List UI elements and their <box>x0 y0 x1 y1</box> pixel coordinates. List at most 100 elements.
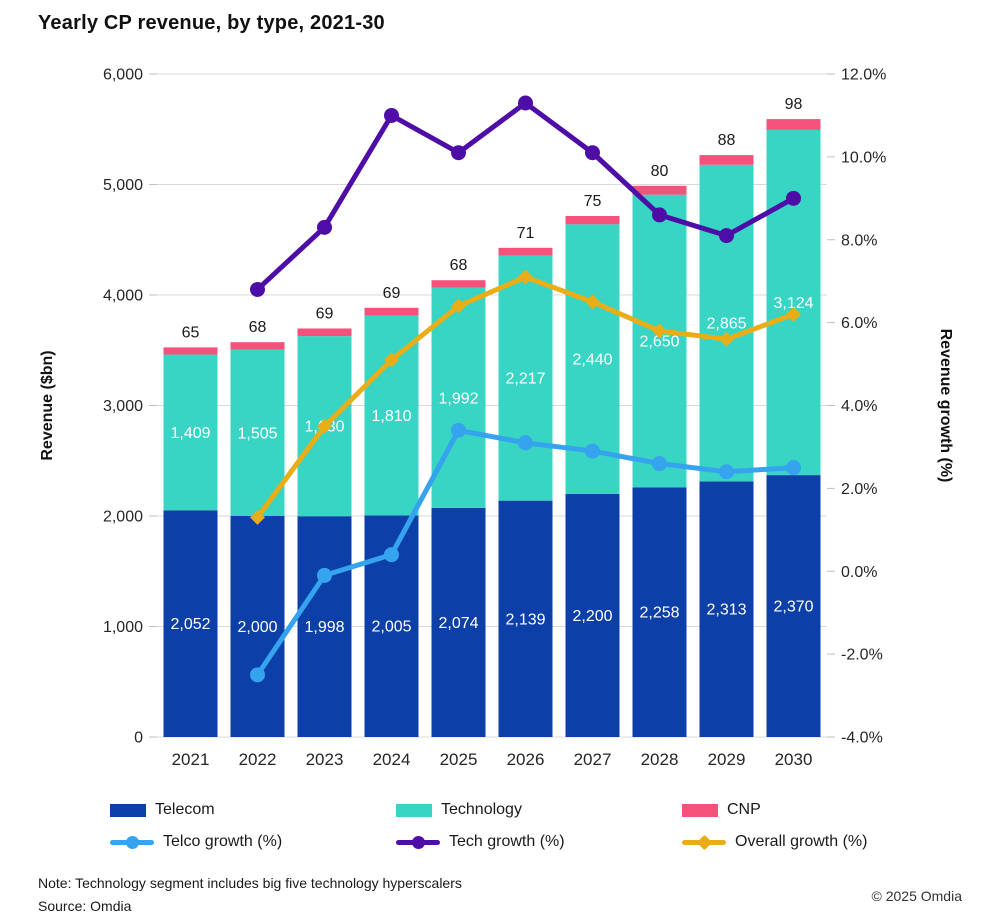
marker-circle <box>585 443 600 459</box>
y-right-tick-label: 12.0% <box>841 67 886 84</box>
chart-title: Yearly CP revenue, by type, 2021-30 <box>38 12 385 34</box>
note-text: Note: Technology segment includes big fi… <box>38 875 462 891</box>
y-left-axis-title: Revenue ($bn) <box>39 350 56 460</box>
marker-diamond <box>585 294 600 310</box>
legend-item-cnp: CNP <box>682 801 900 819</box>
bar-technology-2021 <box>163 354 218 511</box>
bar-cnp-2023 <box>297 328 352 337</box>
legend-label-cnp: CNP <box>727 801 761 818</box>
bar-label-telecom-2030: 2,370 <box>773 599 813 616</box>
bar-technology-2024 <box>364 315 419 516</box>
x-label-2027: 2027 <box>574 750 612 769</box>
telecom-swatch-icon <box>110 803 146 817</box>
marker-circle <box>250 667 265 683</box>
y-right-tick-label: -4.0% <box>841 730 883 747</box>
bar-label-technology-2022: 1,505 <box>237 425 277 442</box>
bar-label-technology-2026: 2,217 <box>505 371 545 388</box>
chart-legend: Telecom Technology CNP Telco growth (%) <box>110 794 900 858</box>
marker-circle <box>518 435 533 451</box>
bar-label-telecom-2029: 2,313 <box>706 602 746 619</box>
bar-label-technology-2027: 2,440 <box>572 352 612 369</box>
bar-label-cnp-2026: 71 <box>517 225 535 242</box>
x-label-2025: 2025 <box>440 750 478 769</box>
marker-diamond <box>652 323 667 339</box>
marker-circle <box>652 207 667 223</box>
marker-circle <box>451 145 466 161</box>
bar-telecom-2022 <box>230 516 285 737</box>
bar-label-technology-2028: 2,650 <box>639 334 679 351</box>
marker-circle <box>451 422 466 438</box>
bar-label-telecom-2025: 2,074 <box>438 615 478 632</box>
bar-cnp-2026 <box>498 247 553 256</box>
bar-technology-2028 <box>632 194 687 488</box>
bar-label-telecom-2022: 2,000 <box>237 619 277 636</box>
bar-label-telecom-2023: 1,998 <box>304 619 344 636</box>
marker-circle <box>719 228 734 244</box>
bar-technology-2025 <box>431 287 486 508</box>
y-left-tick-label: 0 <box>134 730 143 747</box>
bar-technology-2029 <box>699 164 754 482</box>
x-label-2022: 2022 <box>239 750 277 769</box>
x-label-2023: 2023 <box>306 750 344 769</box>
footer-note: Note: Technology segment includes big fi… <box>38 872 462 918</box>
marker-circle <box>786 190 801 206</box>
bar-cnp-2028 <box>632 185 687 195</box>
x-label-2028: 2028 <box>641 750 679 769</box>
marker-diamond <box>719 331 734 347</box>
legend-item-technology: Technology <box>396 801 682 819</box>
bar-label-telecom-2028: 2,258 <box>639 605 679 622</box>
bar-label-telecom-2027: 2,200 <box>572 608 612 625</box>
marker-circle <box>384 107 399 123</box>
bar-telecom-2030 <box>766 475 821 737</box>
bar-cnp-2021 <box>163 347 218 355</box>
marker-circle <box>518 95 533 111</box>
legend-row-lines: Telco growth (%) Tech growth (%) Overall… <box>110 826 900 858</box>
bar-label-cnp-2028: 80 <box>651 163 669 180</box>
bar-cnp-2030 <box>766 119 821 130</box>
cnp-swatch-icon <box>682 803 718 817</box>
x-label-2021: 2021 <box>172 750 210 769</box>
x-label-2026: 2026 <box>507 750 545 769</box>
bar-technology-2022 <box>230 349 285 516</box>
legend-label-telco-growth: Telco growth (%) <box>163 833 283 850</box>
y-left-tick-label: 2,000 <box>103 509 143 526</box>
legend-label-tech-growth: Tech growth (%) <box>449 833 565 850</box>
source-text: Source: Omdia <box>38 898 132 914</box>
y-right-tick-label: -2.0% <box>841 647 883 664</box>
bar-telecom-2029 <box>699 481 754 737</box>
marker-circle <box>719 464 734 480</box>
marker-diamond <box>786 306 801 322</box>
marker-circle <box>250 281 265 297</box>
marker-diamond <box>384 352 399 368</box>
x-label-2029: 2029 <box>708 750 746 769</box>
marker-circle <box>786 460 801 476</box>
bar-telecom-2021 <box>163 510 218 737</box>
bar-label-telecom-2021: 2,052 <box>170 616 210 633</box>
marker-diamond <box>250 509 265 525</box>
x-label-2024: 2024 <box>373 750 411 769</box>
legend-item-telco-growth: Telco growth (%) <box>110 833 396 851</box>
bar-label-cnp-2022: 68 <box>249 319 267 336</box>
bar-label-technology-2021: 1,409 <box>170 425 210 442</box>
bar-label-cnp-2024: 69 <box>383 285 401 302</box>
legend-label-technology: Technology <box>441 801 522 818</box>
legend-item-overall-growth: Overall growth (%) <box>682 833 900 851</box>
bar-technology-2030 <box>766 129 821 476</box>
bar-label-technology-2024: 1,810 <box>371 408 411 425</box>
tech-growth-line-icon <box>396 835 440 850</box>
marker-diamond <box>518 269 533 285</box>
bar-label-cnp-2021: 65 <box>182 324 200 341</box>
legend-item-telecom: Telecom <box>110 801 396 819</box>
legend-label-overall-growth: Overall growth (%) <box>735 833 868 850</box>
revenue-combo-chart: 6,000 5,000 4,000 3,000 2,000 1,000 0 12.0% 10.0… <box>39 67 954 770</box>
marker-circle <box>585 145 600 161</box>
bar-label-technology-2030: 3,124 <box>773 295 813 312</box>
y-right-axis-title: Revenue growth (%) <box>937 329 954 483</box>
y-left-tick-label: 3,000 <box>103 398 143 415</box>
copyright-text: © 2025 Omdia <box>871 888 962 904</box>
bar-label-telecom-2024: 2,005 <box>371 619 411 636</box>
y-right-tick-label: 4.0% <box>841 398 877 415</box>
bar-telecom-2026 <box>498 500 553 737</box>
bar-label-cnp-2029: 88 <box>718 132 736 149</box>
marker-diamond <box>451 298 466 314</box>
